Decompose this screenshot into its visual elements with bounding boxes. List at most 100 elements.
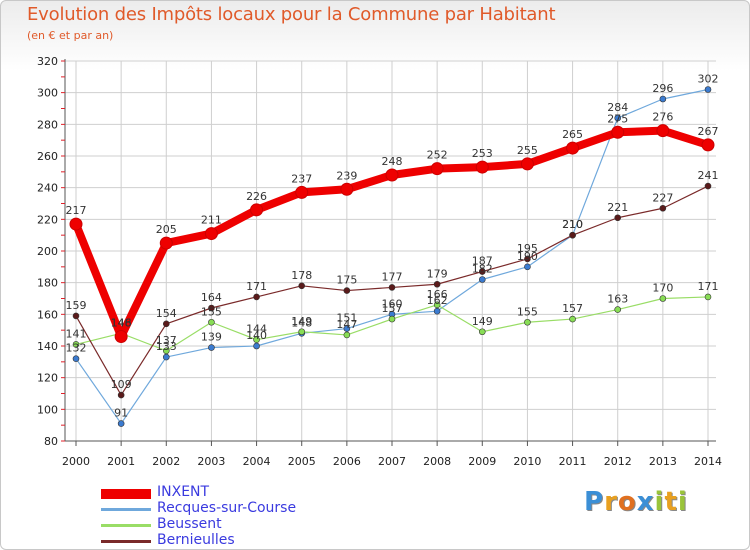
legend-item: Recques-sur-Course	[101, 500, 401, 517]
data-label: 177	[382, 270, 403, 283]
legend-item: Bernieulles	[101, 532, 401, 549]
data-label: 154	[156, 307, 177, 320]
y-tick-label: 80	[44, 435, 58, 448]
data-point	[385, 168, 399, 182]
data-point	[659, 204, 667, 212]
logo-letter: t	[664, 487, 678, 517]
data-point	[208, 318, 215, 326]
data-label: 109	[111, 378, 132, 391]
data-point	[208, 344, 215, 351]
legend-item: Beussent	[101, 516, 401, 533]
data-label: 217	[66, 204, 87, 217]
x-tick-label: 2009	[468, 455, 496, 468]
y-tick-label: 140	[37, 340, 58, 353]
data-point	[253, 293, 260, 301]
y-tick-label: 280	[37, 118, 58, 131]
data-label: 210	[562, 218, 583, 231]
data-label: 175	[336, 274, 357, 287]
x-tick-label: 2005	[288, 455, 316, 468]
data-point	[162, 353, 170, 361]
data-point	[524, 255, 531, 263]
data-label: 146	[111, 317, 132, 330]
data-label: 226	[246, 190, 267, 203]
x-tick-label: 2013	[649, 455, 677, 468]
data-point	[478, 268, 486, 275]
x-tick-label: 2014	[694, 455, 722, 468]
legend-swatch	[101, 540, 151, 543]
data-label: 221	[607, 201, 628, 214]
data-point	[478, 328, 486, 336]
x-tick-label: 2000	[62, 455, 90, 468]
logo-letter: o	[617, 487, 637, 517]
data-point	[614, 306, 622, 313]
data-label: 190	[517, 250, 538, 263]
data-label: 163	[607, 293, 628, 306]
data-point	[208, 304, 215, 312]
data-point	[72, 341, 80, 348]
data-label: 284	[607, 101, 628, 114]
data-point	[566, 141, 580, 155]
data-point	[430, 162, 444, 176]
data-point	[114, 330, 128, 343]
y-tick-label: 100	[37, 403, 58, 416]
data-point	[388, 315, 396, 323]
y-tick-label: 200	[37, 245, 58, 258]
data-label: 133	[156, 340, 177, 353]
x-tick-label: 2002	[152, 455, 180, 468]
data-label: 91	[114, 407, 128, 420]
data-label: 166	[427, 288, 448, 301]
data-point	[117, 420, 125, 427]
data-point	[520, 157, 534, 171]
legend-swatch	[101, 524, 151, 527]
legend-label: INXENT	[157, 484, 210, 500]
data-point	[656, 124, 670, 138]
data-label: 140	[246, 329, 267, 342]
chart-subtitle: (en € et par an)	[27, 29, 114, 42]
data-point	[524, 318, 531, 326]
data-point	[659, 95, 667, 103]
data-point	[72, 312, 80, 320]
y-tick-label: 240	[37, 182, 58, 195]
data-point	[295, 185, 309, 199]
data-point	[117, 391, 125, 399]
data-point	[69, 217, 83, 231]
logo-letter: r	[604, 487, 618, 517]
logo-letter: i	[677, 487, 688, 517]
legend: INXENT Recques-sur-Course Beussent Bernieul…	[101, 484, 401, 549]
data-point	[298, 328, 306, 336]
data-point	[611, 125, 625, 139]
chart-title: Evolution des Impôts locaux pour la Comm…	[27, 4, 556, 25]
x-tick-label: 2008	[423, 455, 451, 468]
data-label: 159	[66, 299, 87, 312]
data-point	[475, 160, 489, 174]
data-label: 149	[291, 315, 312, 328]
legend-swatch	[101, 489, 151, 499]
data-label: 275	[607, 112, 628, 125]
data-label: 132	[66, 342, 87, 355]
data-label: 211	[201, 214, 222, 227]
data-label: 162	[427, 294, 448, 307]
data-label: 170	[652, 282, 673, 295]
legend-swatch	[101, 508, 151, 511]
x-tick-label: 2012	[604, 455, 632, 468]
data-label: 239	[336, 169, 357, 182]
data-point	[433, 280, 441, 288]
data-label: 141	[66, 327, 87, 340]
data-label: 265	[562, 128, 583, 141]
data-point	[343, 287, 351, 294]
data-label: 252	[427, 149, 448, 162]
x-tick-label: 2003	[197, 455, 225, 468]
data-label: 147	[336, 318, 357, 331]
x-tick-label: 2011	[559, 455, 587, 468]
y-tick-label: 160	[37, 308, 58, 321]
data-point	[298, 282, 306, 290]
data-point	[704, 86, 712, 93]
data-point	[159, 236, 173, 250]
y-tick-label: 180	[37, 277, 58, 290]
data-label: 253	[472, 147, 493, 160]
y-tick-label: 300	[37, 87, 58, 100]
data-label: 227	[652, 191, 673, 204]
x-tick-label: 2007	[378, 455, 406, 468]
